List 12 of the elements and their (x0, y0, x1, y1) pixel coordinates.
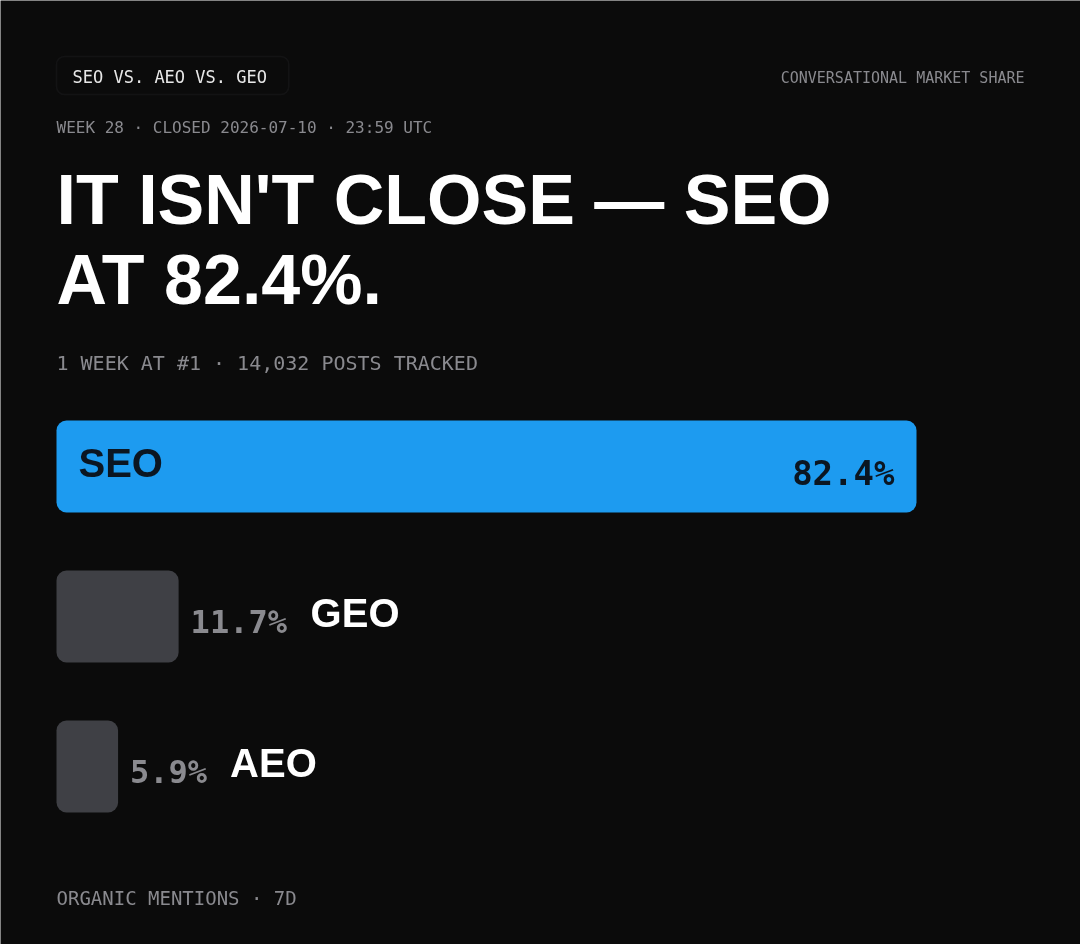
y-tick-label: GEO (310, 590, 400, 635)
chart-title: IT ISN'T CLOSE — SEO AT 82.4%. (56, 160, 832, 319)
data-label: 82.4% (792, 452, 896, 493)
text: CONVERSATIONAL MARKET SHARE (780, 68, 1025, 87)
data-label: 11.7% (190, 602, 288, 641)
y-tick-label: AEO (230, 740, 317, 785)
data-label: 5.9% (130, 752, 208, 791)
text: ORGANIC MENTIONS · 7D (56, 886, 297, 909)
chart-subtitle: WEEK 28 · CLOSED 2026-07-10 · 23:59 UTC (56, 117, 433, 137)
text: SEO VS. AEO VS. GEO (72, 66, 267, 87)
text: 1 WEEK AT #1 · 14,032 POSTS TRACKED (56, 350, 478, 375)
y-tick-label: SEO (78, 440, 163, 485)
